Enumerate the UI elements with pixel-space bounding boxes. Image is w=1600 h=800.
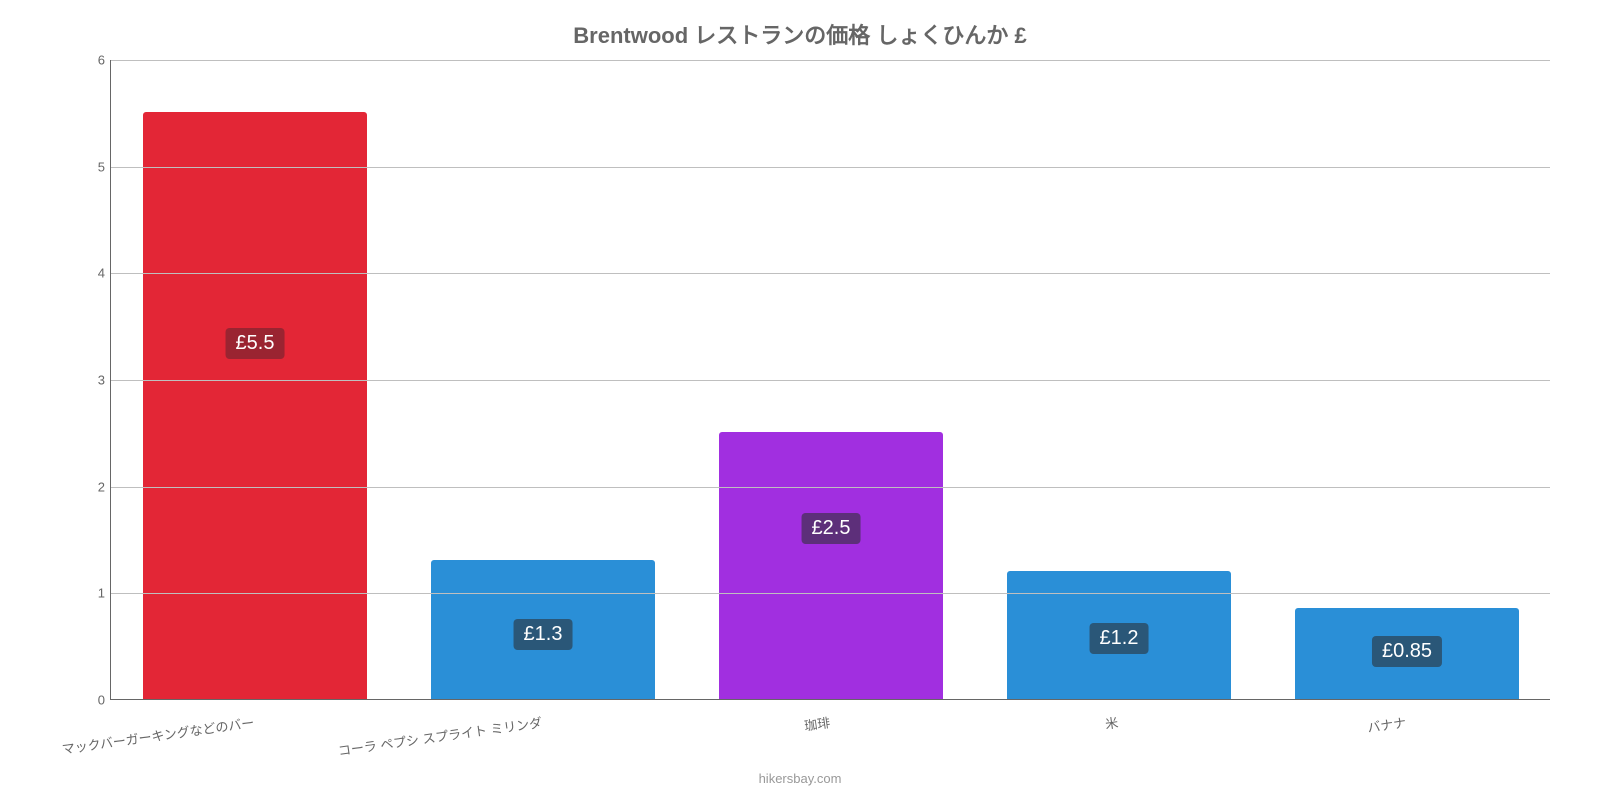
gridline bbox=[111, 60, 1550, 61]
y-tick-label: 4 bbox=[77, 266, 105, 281]
y-tick-label: 1 bbox=[77, 586, 105, 601]
value-badge: £5.5 bbox=[226, 328, 285, 359]
value-badge: £1.2 bbox=[1090, 623, 1149, 654]
x-tick-label: マックバーガーキングなどのバー bbox=[61, 712, 256, 758]
attribution-text: hikersbay.com bbox=[0, 771, 1600, 786]
chart-title: Brentwood レストランの価格 しょくひんか £ bbox=[0, 18, 1600, 50]
gridline bbox=[111, 167, 1550, 168]
gridline bbox=[111, 593, 1550, 594]
gridline bbox=[111, 487, 1550, 488]
y-tick-label: 2 bbox=[77, 479, 105, 494]
x-tick-label: コーラ ペプシ スプライト ミリンダ bbox=[337, 712, 543, 759]
x-tick-label: バナナ bbox=[1366, 712, 1407, 736]
y-tick-label: 0 bbox=[77, 693, 105, 708]
bar bbox=[719, 432, 944, 699]
gridline bbox=[111, 273, 1550, 274]
x-tick-label: 珈琲 bbox=[803, 712, 831, 734]
bar bbox=[143, 112, 368, 699]
value-badge: £1.3 bbox=[514, 619, 573, 650]
price-bar-chart: Brentwood レストランの価格 しょくひんか £ £5.5 £1.3 £2.5… bbox=[0, 0, 1600, 800]
y-tick-label: 3 bbox=[77, 373, 105, 388]
x-tick-label: 米 bbox=[1104, 712, 1120, 733]
y-tick-label: 5 bbox=[77, 159, 105, 174]
value-badge: £0.85 bbox=[1372, 636, 1442, 667]
gridline bbox=[111, 380, 1550, 381]
value-badge: £2.5 bbox=[802, 513, 861, 544]
y-tick-label: 6 bbox=[77, 53, 105, 68]
plot-area: £5.5£1.3£2.5£1.2£0.85 0123456マックバーガーキングな… bbox=[110, 60, 1550, 700]
